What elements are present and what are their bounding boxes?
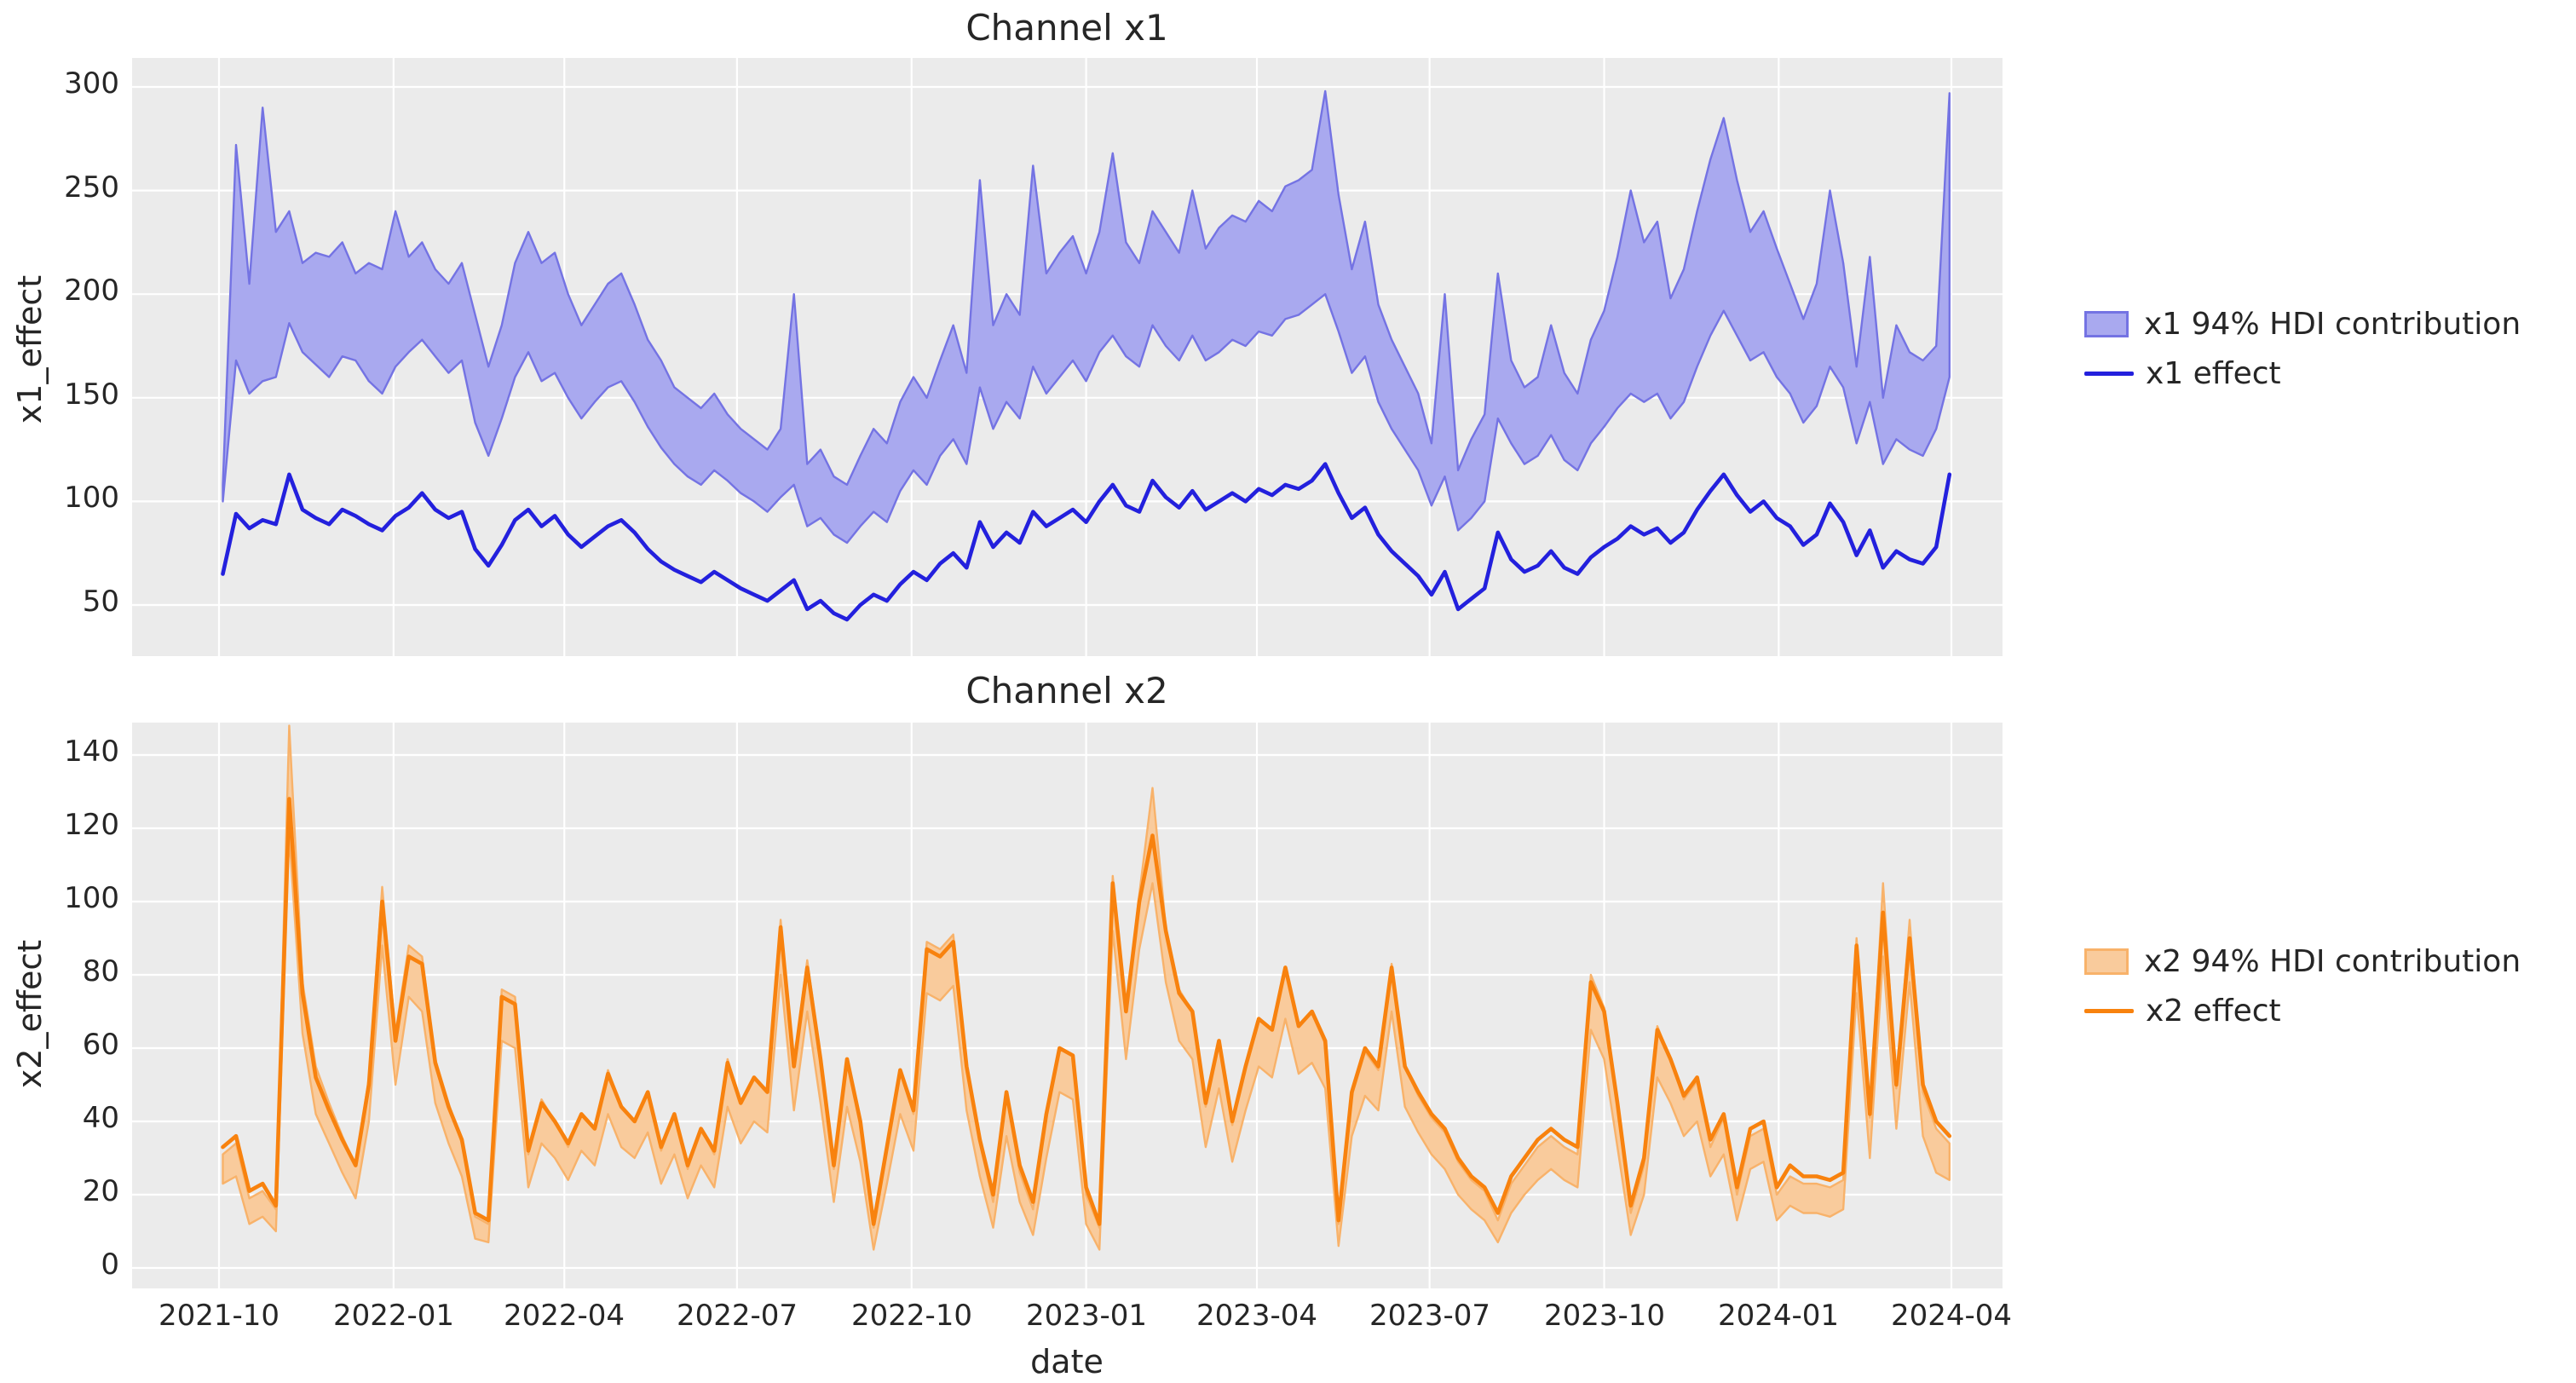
x-tick-label: 2024-01	[1717, 1299, 1840, 1333]
x-tick-label: 2022-01	[332, 1299, 455, 1333]
x-axis-label: date	[1030, 1343, 1104, 1380]
legend-item-x1-effect: x1 effect	[2084, 354, 2521, 392]
legend-item-x2-effect: x2 effect	[2084, 992, 2521, 1029]
x2-hdi-band	[222, 724, 1951, 1251]
x-tick-label: 2024-04	[1890, 1299, 2013, 1333]
x2-effect-line-swatch-icon	[2084, 1008, 2134, 1013]
x2-hdi-band-swatch-icon	[2084, 948, 2129, 975]
y-tick-label: 40	[82, 1101, 119, 1135]
x1-hdi-band-swatch-icon	[2084, 310, 2129, 337]
x-tick-label: 2023-01	[1025, 1299, 1148, 1333]
y-tick-label: 200	[64, 274, 119, 308]
legend-label: x2 effect	[2146, 993, 2281, 1029]
chart2-legend: x2 94% HDI contribution x2 effect	[2084, 942, 2521, 1029]
x1_effect-plot	[132, 58, 2003, 656]
x1-effect-line	[221, 462, 1952, 622]
y-tick-label: 0	[101, 1248, 119, 1282]
x-tick-label: 2023-04	[1196, 1299, 1318, 1333]
y-tick-label: 150	[64, 377, 119, 412]
chart1-legend: x1 94% HDI contribution x1 effect	[2084, 305, 2521, 392]
legend-label: x1 effect	[2146, 355, 2281, 391]
y-tick-label: 20	[82, 1174, 119, 1208]
chart1-title: Channel x1	[965, 7, 1168, 49]
x-tick-label: 2022-04	[503, 1299, 625, 1333]
y-tick-label: 250	[64, 170, 119, 205]
chart1-y-axis-label: x1_effect	[11, 274, 49, 424]
x-tick-label: 2022-07	[676, 1299, 798, 1333]
chart2-title: Channel x2	[965, 670, 1168, 712]
chart2-y-axis-label: x2_effect	[11, 939, 49, 1089]
x2-effect-line	[221, 797, 1952, 1226]
y-tick-label: 100	[64, 881, 119, 915]
y-tick-label: 120	[64, 808, 119, 842]
y-tick-label: 60	[82, 1028, 119, 1062]
y-tick-label: 140	[64, 735, 119, 769]
plot-background	[132, 723, 2003, 1288]
x2_effect-plot	[132, 723, 2003, 1288]
x1-effect-line-swatch-icon	[2084, 371, 2134, 376]
y-tick-label: 80	[82, 954, 119, 988]
y-tick-label: 50	[82, 585, 119, 619]
y-tick-label: 300	[64, 66, 119, 101]
plot-background	[132, 58, 2003, 656]
legend-label: x1 94% HDI contribution	[2144, 306, 2521, 342]
legend-item-x1-hdi: x1 94% HDI contribution	[2084, 305, 2521, 343]
legend-item-x2-hdi: x2 94% HDI contribution	[2084, 942, 2521, 980]
x-tick-label: 2021-10	[158, 1299, 280, 1333]
x-tick-label: 2023-10	[1543, 1299, 1666, 1333]
x-tick-label: 2023-07	[1369, 1299, 1491, 1333]
y-tick-label: 100	[64, 481, 119, 515]
x-tick-label: 2022-10	[850, 1299, 973, 1333]
legend-label: x2 94% HDI contribution	[2144, 943, 2521, 979]
x1-hdi-band	[222, 89, 1951, 545]
